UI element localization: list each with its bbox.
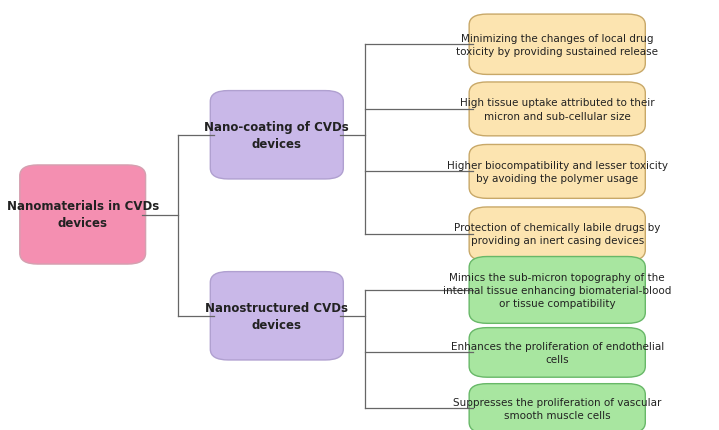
Text: Nano-coating of CVDs
devices: Nano-coating of CVDs devices (204, 120, 349, 150)
Text: Mimics the sub-micron topography of the
internal tissue enhancing biomaterial-bl: Mimics the sub-micron topography of the … (443, 272, 672, 308)
Text: Nanomaterials in CVDs
devices: Nanomaterials in CVDs devices (6, 200, 159, 230)
FancyBboxPatch shape (20, 166, 145, 264)
FancyBboxPatch shape (469, 145, 646, 199)
FancyBboxPatch shape (210, 272, 344, 360)
FancyBboxPatch shape (469, 207, 646, 261)
FancyBboxPatch shape (469, 257, 646, 323)
Text: Higher biocompatibility and lesser toxicity
by avoiding the polymer usage: Higher biocompatibility and lesser toxic… (446, 160, 668, 184)
FancyBboxPatch shape (469, 384, 646, 430)
Text: Enhances the proliferation of endothelial
cells: Enhances the proliferation of endothelia… (451, 341, 664, 364)
FancyBboxPatch shape (469, 328, 646, 378)
Text: Protection of chemically labile drugs by
providing an inert casing devices: Protection of chemically labile drugs by… (454, 223, 661, 246)
Text: High tissue uptake attributed to their
micron and sub-cellular size: High tissue uptake attributed to their m… (460, 98, 654, 121)
Text: Suppresses the proliferation of vascular
smooth muscle cells: Suppresses the proliferation of vascular… (453, 397, 661, 420)
FancyBboxPatch shape (469, 83, 646, 137)
FancyBboxPatch shape (469, 15, 646, 75)
Text: Minimizing the changes of local drug
toxicity by providing sustained release: Minimizing the changes of local drug tox… (457, 34, 658, 57)
Text: Nanostructured CVDs
devices: Nanostructured CVDs devices (206, 301, 348, 331)
FancyBboxPatch shape (210, 91, 344, 180)
